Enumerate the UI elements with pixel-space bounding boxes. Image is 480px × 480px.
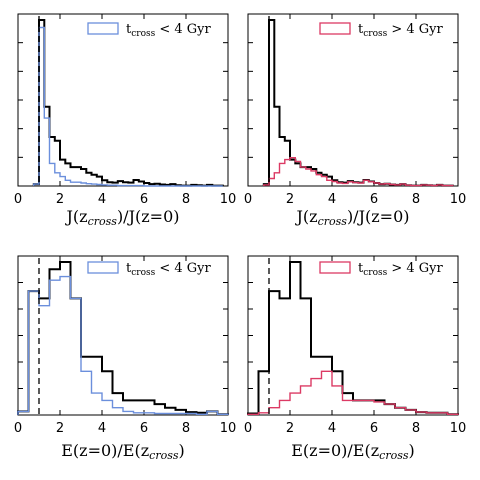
x-tick-label: 8 xyxy=(412,192,420,207)
histogram-early xyxy=(17,275,229,415)
plot-frame xyxy=(247,255,459,416)
x-tick-label: 6 xyxy=(140,421,148,436)
legend-label: tcross > 4 Gyr xyxy=(358,261,444,278)
x-tick-label: 6 xyxy=(140,192,148,207)
histogram-all xyxy=(247,261,459,416)
x-tick-label: 10 xyxy=(220,421,237,436)
x-tick-label: 4 xyxy=(98,192,106,207)
x-tick-label: 2 xyxy=(56,421,64,436)
legend-swatch xyxy=(87,22,119,35)
histogram-late xyxy=(263,157,454,187)
x-tick-label: 0 xyxy=(14,421,22,436)
legend-label: tcross < 4 Gyr xyxy=(126,22,212,39)
x-tick-label: 0 xyxy=(14,192,22,207)
x-tick-label: 0 xyxy=(244,192,252,207)
x-tick-label: 2 xyxy=(286,192,294,207)
panel-e-ratio-late: 0 2 4 6 8 10 tcross > 4 Gyr E(z=0)/E(zcross) xyxy=(244,255,467,462)
x-tick-label: 2 xyxy=(56,192,64,207)
x-tick-label: 10 xyxy=(450,192,467,207)
x-axis-label: E(z=0)/E(zcross) xyxy=(291,441,415,462)
x-axis-label: J(zcross)/J(z=0) xyxy=(65,207,180,228)
panel-j-ratio-late: 0 2 4 6 8 10 tcross > 4 Gyr J(zcross)/J(z=0) xyxy=(244,13,467,228)
legend-swatch xyxy=(87,261,119,274)
x-tick-label: 6 xyxy=(370,192,378,207)
x-axis-label: E(z=0)/E(zcross) xyxy=(61,441,185,462)
legend-swatch xyxy=(319,261,351,274)
histogram-all xyxy=(32,19,224,187)
x-tick-label: 8 xyxy=(182,421,190,436)
x-tick-label: 4 xyxy=(98,421,106,436)
plot-frame xyxy=(247,13,459,187)
x-tick-label: 8 xyxy=(182,192,190,207)
x-tick-label: 2 xyxy=(286,421,294,436)
x-tick-label: 0 xyxy=(244,421,252,436)
legend-label: tcross < 4 Gyr xyxy=(126,261,212,278)
legend-swatch xyxy=(319,22,351,35)
x-tick-label: 4 xyxy=(328,421,336,436)
histogram-late xyxy=(247,370,459,415)
x-tick-label: 6 xyxy=(370,421,378,436)
panel-j-ratio-early: 0 2 4 6 8 10 tcross < 4 Gyr J(zcross)/J(z=0) xyxy=(14,13,237,228)
panel-e-ratio-early: 0 2 4 6 8 10 tcross < 4 Gyr E(z=0)/E(zcross) xyxy=(14,255,237,462)
x-tick-label: 10 xyxy=(450,421,467,436)
legend-label: tcross > 4 Gyr xyxy=(358,22,444,39)
histogram-early xyxy=(33,26,223,187)
x-tick-label: 4 xyxy=(328,192,336,207)
histogram-all xyxy=(262,19,454,187)
x-tick-label: 8 xyxy=(412,421,420,436)
x-axis-label: J(zcross)/J(z=0) xyxy=(295,207,410,228)
x-tick-label: 10 xyxy=(220,192,237,207)
